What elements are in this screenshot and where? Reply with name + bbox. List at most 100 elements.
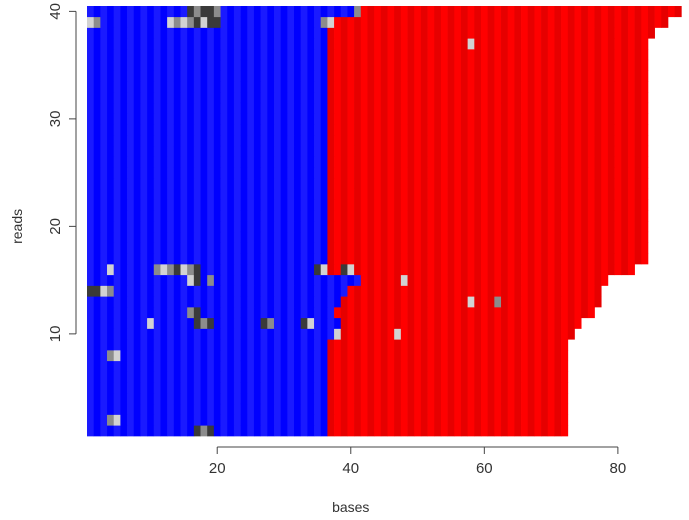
heatmap-cell bbox=[140, 382, 148, 394]
heatmap-cell bbox=[334, 231, 342, 243]
heatmap-cell bbox=[587, 188, 595, 200]
heatmap-cell bbox=[440, 102, 448, 114]
heatmap-cell bbox=[334, 425, 342, 437]
heatmap-cell bbox=[294, 124, 302, 136]
heatmap-cell bbox=[480, 178, 489, 190]
heatmap-cell bbox=[253, 242, 261, 254]
heatmap-cell bbox=[207, 81, 215, 93]
heatmap-cell bbox=[253, 414, 261, 426]
heatmap-cell bbox=[187, 371, 195, 383]
heatmap-cell bbox=[233, 231, 241, 243]
heatmap-cell bbox=[454, 16, 462, 28]
heatmap-cell bbox=[93, 425, 101, 437]
heatmap-cell bbox=[173, 371, 181, 383]
heatmap-cell bbox=[300, 328, 308, 340]
heatmap-cell bbox=[541, 178, 549, 190]
heatmap-cell bbox=[467, 27, 475, 39]
heatmap-cell bbox=[501, 167, 509, 179]
heatmap-cell bbox=[320, 156, 328, 168]
heatmap-cell bbox=[307, 307, 315, 319]
heatmap-cell bbox=[394, 350, 402, 362]
heatmap-cell bbox=[87, 102, 95, 114]
heatmap-cell bbox=[367, 178, 375, 190]
heatmap-cell bbox=[587, 145, 595, 157]
heatmap-cell bbox=[340, 92, 348, 104]
heatmap-cell bbox=[507, 145, 515, 157]
heatmap-cell bbox=[220, 393, 228, 405]
heatmap-cell bbox=[300, 242, 308, 254]
heatmap-cell bbox=[621, 242, 629, 254]
heatmap-cell bbox=[427, 296, 435, 308]
heatmap-cell bbox=[300, 253, 308, 265]
heatmap-cell bbox=[207, 339, 215, 351]
heatmap-cell bbox=[541, 92, 549, 104]
heatmap-cell bbox=[213, 242, 221, 254]
heatmap-cell bbox=[253, 371, 261, 383]
heatmap-cell bbox=[554, 81, 562, 93]
heatmap-cell bbox=[227, 199, 235, 211]
heatmap-cell bbox=[87, 6, 95, 18]
heatmap-cell bbox=[173, 242, 181, 254]
heatmap-cell bbox=[200, 285, 208, 297]
heatmap-cell bbox=[614, 81, 622, 93]
heatmap-cell bbox=[260, 350, 268, 362]
heatmap-cell bbox=[614, 70, 622, 82]
heatmap-cell bbox=[193, 145, 201, 157]
heatmap-cell bbox=[487, 156, 495, 168]
heatmap-cell bbox=[287, 425, 295, 437]
heatmap-cell bbox=[567, 178, 575, 190]
heatmap-cell bbox=[227, 328, 235, 340]
heatmap-cell bbox=[414, 264, 422, 276]
heatmap-cell bbox=[541, 285, 549, 297]
heatmap-cell bbox=[574, 59, 582, 71]
heatmap-cell bbox=[641, 242, 649, 254]
heatmap-cell bbox=[160, 70, 168, 82]
heatmap-cell bbox=[547, 210, 555, 222]
heatmap-cell bbox=[521, 253, 529, 265]
heatmap-cell bbox=[627, 178, 635, 190]
heatmap-cell bbox=[527, 253, 535, 265]
heatmap-cell bbox=[367, 16, 375, 28]
heatmap-cell bbox=[200, 178, 208, 190]
heatmap-cell bbox=[153, 360, 161, 372]
heatmap-cell bbox=[280, 6, 288, 18]
heatmap-cell bbox=[320, 27, 328, 39]
heatmap-cell bbox=[614, 264, 622, 276]
heatmap-cell bbox=[561, 199, 569, 211]
heatmap-cell bbox=[253, 102, 261, 114]
heatmap-cell bbox=[561, 16, 569, 28]
heatmap-cell bbox=[367, 221, 375, 233]
heatmap-cell bbox=[233, 178, 241, 190]
heatmap-cell bbox=[280, 81, 288, 93]
heatmap-cell bbox=[581, 156, 589, 168]
heatmap-cell bbox=[440, 296, 448, 308]
heatmap-cell bbox=[240, 339, 248, 351]
heatmap-cell bbox=[240, 221, 248, 233]
heatmap-cell bbox=[93, 113, 101, 125]
heatmap-cell bbox=[360, 360, 368, 372]
heatmap-cell bbox=[621, 49, 629, 61]
heatmap-cell bbox=[407, 167, 415, 179]
heatmap-cell bbox=[594, 188, 602, 200]
heatmap-cell bbox=[280, 188, 288, 200]
heatmap-cell bbox=[420, 167, 428, 179]
heatmap-cell bbox=[454, 253, 462, 265]
heatmap-cell bbox=[400, 264, 408, 276]
heatmap-cell bbox=[547, 393, 555, 405]
heatmap-cell bbox=[260, 135, 268, 147]
heatmap-cell bbox=[247, 296, 255, 308]
heatmap-cell bbox=[354, 113, 362, 125]
heatmap-cell bbox=[634, 70, 642, 82]
heatmap-cell bbox=[227, 317, 235, 329]
heatmap-cell bbox=[187, 328, 195, 340]
heatmap-cell bbox=[167, 49, 175, 61]
heatmap-cell bbox=[447, 285, 455, 297]
heatmap-cell bbox=[407, 350, 415, 362]
heatmap-cell bbox=[581, 307, 589, 319]
heatmap-cell bbox=[320, 16, 328, 28]
heatmap-cell bbox=[280, 70, 288, 82]
heatmap-cell bbox=[460, 242, 468, 254]
heatmap-cell bbox=[320, 242, 328, 254]
heatmap-cell bbox=[434, 231, 442, 243]
